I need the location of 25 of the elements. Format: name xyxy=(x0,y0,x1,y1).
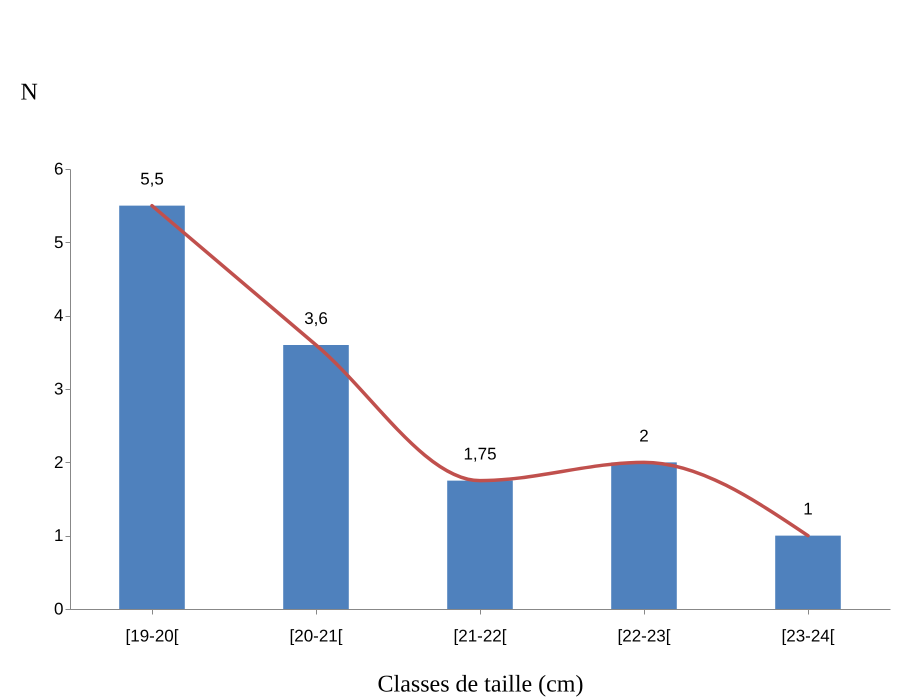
bar xyxy=(447,480,513,609)
y-tick-label: 0 xyxy=(54,600,64,618)
bar xyxy=(775,536,841,609)
x-tick-label: [22-23[ xyxy=(618,626,671,646)
bar xyxy=(119,206,185,609)
x-tick-label: [19-20[ xyxy=(126,626,179,646)
line-series xyxy=(150,204,810,538)
y-tick-label: 2 xyxy=(54,452,64,472)
y-tick-label: 6 xyxy=(54,160,64,178)
data-label: 2 xyxy=(639,426,649,446)
y-tick-label: 5 xyxy=(54,232,64,252)
data-label: 3,6 xyxy=(304,309,328,328)
y-tick-label: 3 xyxy=(54,380,64,398)
x-axis-title: Classes de taille (cm) xyxy=(378,672,584,698)
data-label: 1,75 xyxy=(463,444,497,464)
data-label: 5,5 xyxy=(140,170,164,189)
x-tick-label: [20-21[ xyxy=(290,626,343,646)
x-tick-label: [21-22[ xyxy=(454,626,507,646)
data-label: 1 xyxy=(803,500,813,519)
x-tick-label: [23-24[ xyxy=(782,626,835,646)
y-axis-title: N xyxy=(20,80,38,106)
y-tick-label: 4 xyxy=(54,306,64,326)
bar xyxy=(283,345,349,609)
y-tick-label: 1 xyxy=(54,526,64,546)
bar xyxy=(611,462,677,609)
